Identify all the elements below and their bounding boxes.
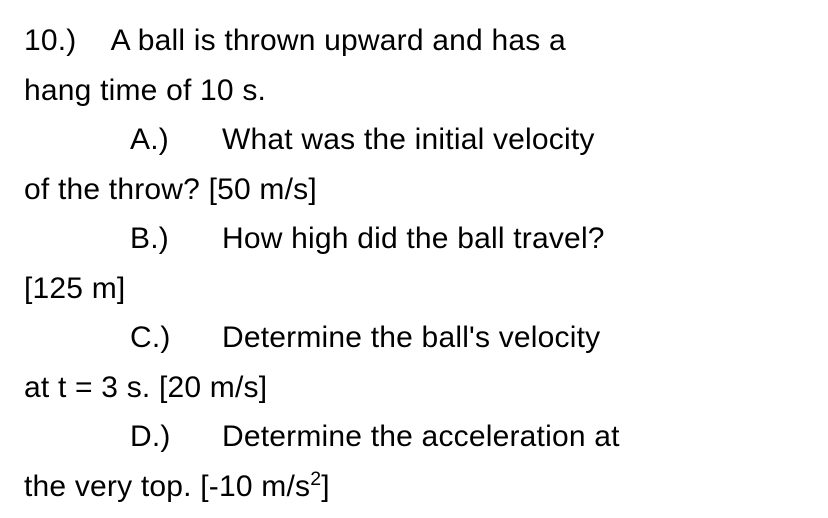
part-b-line-2: [125 m] [24,264,804,314]
part-d-label: D.) [130,412,222,462]
part-c-text-2: at t = 3 s. [24,371,159,404]
part-d-line-2: the very top. [-10 m/s2] [24,462,804,512]
part-c-text-1: Determine the ball's velocity [222,321,600,354]
part-c-line-1: C.)Determine the ball's velocity [24,313,804,363]
answer-sup: 2 [310,468,321,490]
part-d-answer: [-10 m/s2] [200,470,330,503]
part-a-text-2: of the throw? [24,173,209,206]
part-b-line-1: B.)How high did the ball travel? [24,214,804,264]
part-a-label: A.) [130,115,222,165]
physics-problem: 10.) A ball is thrown upward and has a h… [24,16,804,511]
part-d-text-1: Determine the acceleration at [222,420,620,453]
part-b-text-1: How high did the ball travel? [222,222,605,255]
part-a-text-1: What was the initial velocity [222,123,595,156]
part-c-label: C.) [130,313,222,363]
part-b-answer: [125 m] [24,272,125,305]
part-c-answer: [20 m/s] [159,371,267,404]
part-b-label: B.) [130,214,222,264]
answer-pre: [-10 m/s [200,470,310,503]
part-a-line-2: of the throw? [50 m/s] [24,165,804,215]
part-a-answer: [50 m/s] [209,173,317,206]
part-d-line-1: D.)Determine the acceleration at [24,412,804,462]
stem-line-2: hang time of 10 s. [24,66,804,116]
question-number: 10.) [24,24,77,57]
part-a-line-1: A.)What was the initial velocity [24,115,804,165]
stem-text-1: A ball is thrown upward and has a [111,24,566,57]
part-d-text-2: the very top. [24,470,200,503]
part-c-line-2: at t = 3 s. [20 m/s] [24,363,804,413]
answer-post: ] [321,470,330,503]
stem-line-1: 10.) A ball is thrown upward and has a [24,16,804,66]
